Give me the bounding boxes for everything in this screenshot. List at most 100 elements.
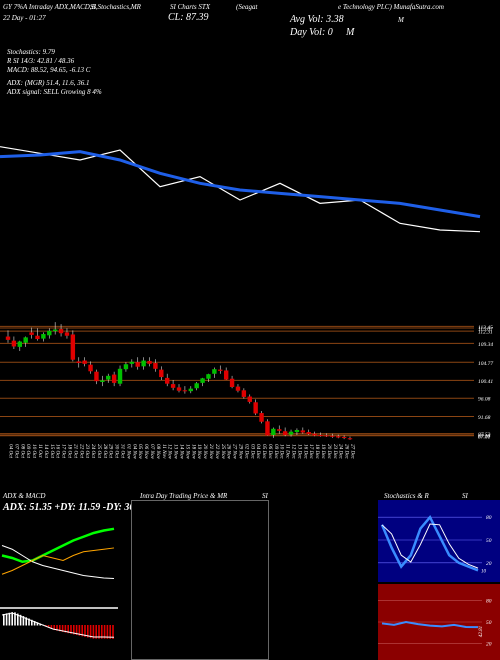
date-tick-label: 30 Oct	[114, 444, 120, 459]
candle-body	[117, 368, 123, 384]
date-tick-label: 27 Dec	[350, 444, 356, 460]
date-tick-label: 01 Nov	[125, 444, 131, 460]
macd-histogram-bar	[56, 625, 58, 631]
candle-body	[70, 334, 76, 360]
macd-histogram-bar	[70, 625, 72, 634]
stoch-panel-si: SI	[462, 492, 468, 500]
candle-body	[318, 434, 323, 436]
date-tick-label: 21 Nov	[208, 444, 214, 460]
date-tick-label: 20 Nov	[202, 444, 208, 460]
candle-body	[159, 369, 164, 378]
candle-body	[11, 340, 17, 347]
date-tick-label: 11 Oct	[37, 444, 43, 458]
level-label: 113.07	[478, 326, 493, 332]
date-tick-label: 28 Oct	[102, 444, 108, 459]
price-series-line	[0, 146, 481, 233]
date-tick-label: 11 Nov	[161, 444, 167, 459]
candle-body	[47, 330, 52, 336]
level-label: 112.31	[478, 330, 493, 336]
macd-histogram-bar	[89, 625, 92, 639]
candle-body	[23, 337, 28, 343]
date-tick-label: 12 Nov	[167, 444, 173, 460]
rsi-current-value: 42.81	[479, 626, 484, 637]
date-tick-label: 09 Dec	[273, 444, 279, 460]
macd-histogram-bar	[5, 613, 8, 626]
date-tick-label: 12 Dec	[291, 444, 297, 460]
candle-body	[206, 374, 211, 379]
candle-body	[135, 362, 140, 367]
intraday-panel-si: SI	[262, 492, 268, 500]
date-tick-label: 16 Dec	[302, 444, 308, 460]
stoch-panel-bg	[378, 500, 500, 582]
rsi-label: R SI 14/3: 42.81 / 48.36	[7, 57, 75, 65]
date-tick-label: 10 Dec	[279, 444, 285, 460]
level-label: 100.41	[478, 378, 493, 385]
candle-body	[111, 374, 117, 383]
level-label: 109.34	[478, 341, 493, 348]
header-title-segment: SI,Stochastics,MR	[90, 3, 141, 11]
macd-histogram-bar	[33, 621, 36, 626]
day-volume-label: Day Vol: 0	[290, 27, 333, 38]
date-tick-label: 08 Oct	[19, 444, 25, 459]
level-label: 87.18	[478, 434, 491, 440]
candle-body	[324, 435, 329, 437]
header-title-segment: GY 7%A Intraday ADX,MACD,B	[3, 3, 96, 11]
intraday-panel-frame	[131, 500, 269, 660]
level-label: 113.45	[478, 324, 493, 331]
level-label: 87.01	[478, 434, 491, 440]
date-tick-label: 17 Oct	[61, 444, 67, 459]
date-tick-label: 10 Oct	[31, 444, 37, 459]
candle-body	[229, 378, 235, 387]
candle-body	[52, 329, 58, 332]
date-tick-label: 02 Dec	[243, 444, 249, 460]
candle-body	[259, 413, 264, 422]
candle-body	[94, 371, 99, 382]
macd-histogram-bar	[17, 613, 19, 626]
date-tick-label: 26 Dec	[344, 444, 350, 460]
macd-histogram-bar	[84, 625, 86, 637]
date-tick-label: 06 Dec	[267, 444, 273, 460]
candle-body	[188, 388, 193, 392]
macd-histogram-bar	[95, 625, 97, 639]
macd-histogram-bar	[25, 617, 27, 626]
candle-body	[165, 377, 170, 384]
candle-body	[336, 436, 341, 438]
candle-body	[288, 431, 294, 435]
date-tick-label: 13 Dec	[296, 444, 302, 460]
candle-body	[312, 433, 317, 436]
date-tick-label: 04 Nov	[131, 444, 138, 460]
intraday-panel-title: Intra Day Trading Price & MR	[140, 492, 228, 500]
date-tick-label: 20 Dec	[326, 444, 332, 460]
header-title-segment: SI Charts STX	[170, 3, 211, 11]
candle-body	[58, 329, 64, 334]
adx-panel-values: ADX: 51.35 +DY: 11.59 -DY: 36.05	[3, 502, 147, 513]
avg-volume-label: Avg Vol: 3.38	[290, 14, 344, 25]
macd-histogram-bar	[3, 614, 5, 626]
rsi-tick-label: 20	[486, 642, 492, 648]
macd-histogram-bar	[64, 625, 67, 633]
moving-average-chart	[0, 146, 481, 233]
candle-body	[271, 428, 276, 435]
macd-histogram-bar	[75, 625, 78, 636]
macd-histogram-bar	[31, 619, 33, 626]
candle-body	[218, 369, 223, 371]
date-tick-label: 23 Oct	[84, 444, 90, 459]
date-tick-label: 19 Nov	[196, 444, 202, 460]
stoch-series-line	[380, 514, 479, 572]
date-tick-label: 11 Dec	[285, 444, 291, 459]
candle-body	[182, 390, 188, 392]
macd-histogram-bar	[106, 625, 109, 639]
date-tick-label: 18 Oct	[66, 444, 72, 459]
candle-body	[64, 332, 70, 336]
date-tick-label: 07 Nov	[149, 444, 155, 460]
candle-body	[129, 361, 135, 364]
macd-histogram-bar	[61, 625, 64, 632]
date-tick-label: 24 Oct	[90, 444, 97, 459]
macd-histogram-bar	[101, 625, 103, 639]
level-label: 91.68	[478, 415, 491, 421]
date-tick-label: 26 Nov	[226, 444, 232, 460]
adx-series-line	[1, 527, 115, 564]
candle-body	[241, 390, 247, 397]
macd-histogram-bar	[50, 625, 53, 629]
candle-body	[200, 378, 205, 383]
